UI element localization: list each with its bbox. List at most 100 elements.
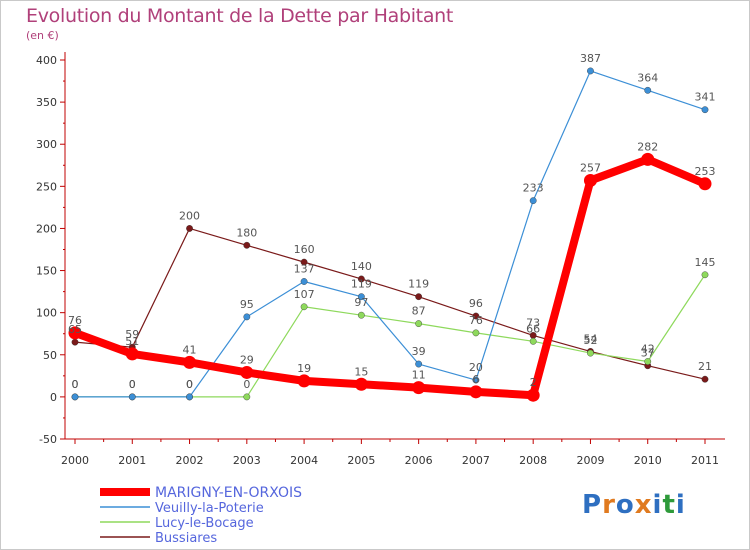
series-point-1: [529, 197, 537, 205]
y-tick-label: 150: [36, 265, 57, 278]
series-point-3: [300, 258, 308, 266]
data-label-1: 0: [186, 378, 193, 391]
data-label-2: 52: [583, 334, 597, 347]
series-point-1: [128, 393, 136, 401]
data-label-3: 180: [236, 226, 257, 239]
series-point-3: [472, 312, 480, 320]
series-point-0: [297, 374, 311, 388]
series-point-0: [641, 152, 655, 166]
data-label-3: 54: [583, 332, 597, 345]
data-label-3: 96: [469, 297, 483, 310]
data-label-2: 0: [186, 378, 193, 391]
data-label-0: 29: [240, 353, 254, 366]
data-label-0: 253: [695, 165, 716, 178]
chart-subtitle: (en €): [26, 29, 59, 42]
y-tick-label: 350: [36, 96, 57, 109]
y-tick-label: -50: [39, 433, 57, 446]
x-tick-label: 2007: [462, 454, 490, 467]
data-label-2: 87: [412, 305, 426, 318]
logo-letter: o: [615, 490, 635, 520]
data-label-0: 257: [580, 161, 601, 174]
legend-label-2: Lucy-le-Bocage: [155, 516, 254, 531]
y-tick-label: 300: [36, 138, 57, 151]
data-label-1: 137: [294, 263, 315, 276]
series-point-1: [71, 393, 79, 401]
data-label-0: 6: [472, 373, 479, 386]
series-point-1: [701, 106, 709, 114]
data-label-0: 41: [183, 343, 197, 356]
series-point-3: [186, 225, 193, 232]
data-label-0: 19: [297, 362, 311, 375]
series-line-3: [74, 227, 706, 380]
legend-label-0: MARIGNY-EN-ORXOIS: [155, 485, 302, 501]
data-label-0: 11: [412, 369, 426, 382]
data-label-1: 95: [240, 298, 254, 311]
data-label-1: 0: [129, 378, 136, 391]
data-label-2: 145: [695, 256, 716, 269]
series-point-2: [357, 311, 365, 319]
data-label-2: 76: [469, 314, 483, 327]
series-point-0: [698, 177, 712, 191]
data-label-1: 39: [412, 345, 426, 358]
x-tick-label: 2010: [634, 454, 662, 467]
logo-letter: r: [602, 490, 616, 520]
series-point-3: [357, 275, 365, 283]
x-tick-label: 2008: [519, 454, 547, 467]
series-point-1: [472, 376, 480, 384]
series-point-2: [300, 303, 308, 311]
series-line-1: [74, 70, 706, 398]
series-point-3: [71, 338, 79, 346]
data-label-2: 0: [129, 378, 136, 391]
x-tick-label: 2004: [290, 454, 318, 467]
data-label-1: 0: [72, 378, 79, 391]
data-label-0: 76: [68, 314, 82, 327]
data-label-3: 73: [526, 316, 540, 329]
data-label-1: 341: [695, 91, 716, 104]
data-label-0: 15: [354, 365, 368, 378]
data-label-3: 37: [641, 347, 655, 360]
y-tick-label: 250: [36, 180, 57, 193]
series-point-1: [415, 360, 423, 368]
series-point-0: [583, 173, 597, 187]
data-label-1: 119: [351, 278, 372, 291]
chart-title: Evolution du Montant de la Dette par Hab…: [26, 5, 454, 27]
data-label-1: 20: [469, 361, 483, 374]
data-label-3: 59: [125, 328, 139, 341]
legend-label-1: Veuilly-la-Poterie: [155, 501, 264, 516]
logo-letter: i: [652, 490, 663, 520]
series-point-1: [186, 393, 193, 401]
data-label-1: 387: [580, 52, 601, 65]
y-tick-label: 100: [36, 307, 57, 320]
series-point-1: [587, 67, 594, 75]
series-point-3: [415, 293, 423, 301]
logo-letter: t: [662, 490, 676, 520]
chart-legend: MARIGNY-EN-ORXOISVeuilly-la-PoterieLucy-…: [100, 485, 302, 546]
series-point-0: [183, 355, 197, 369]
logo-letter: P: [582, 490, 603, 520]
x-tick-label: 2005: [347, 454, 375, 467]
data-label-3: 119: [408, 278, 429, 291]
series-point-2: [472, 329, 480, 337]
y-tick-label: 0: [50, 391, 57, 404]
data-label-2: 0: [243, 378, 250, 391]
x-tick-label: 2001: [118, 454, 146, 467]
series-point-3: [701, 375, 709, 383]
data-label-3: 65: [68, 323, 82, 336]
series-layer: [68, 67, 712, 402]
series-point-2: [701, 271, 709, 279]
series-point-0: [354, 377, 368, 391]
proxiti-logo: Proxiti: [582, 490, 686, 520]
series-line-0: [71, 155, 709, 400]
series-point-2: [644, 358, 652, 365]
y-tick-label: 200: [36, 222, 57, 235]
series-point-0: [68, 326, 82, 340]
data-label-2: 0: [72, 378, 79, 391]
data-label-0: 282: [637, 140, 658, 153]
x-tick-label: 2009: [576, 454, 604, 467]
series-point-2: [529, 337, 537, 345]
series-point-3: [243, 241, 251, 249]
x-tick-label: 2000: [61, 454, 89, 467]
logo-letter: i: [675, 490, 686, 520]
